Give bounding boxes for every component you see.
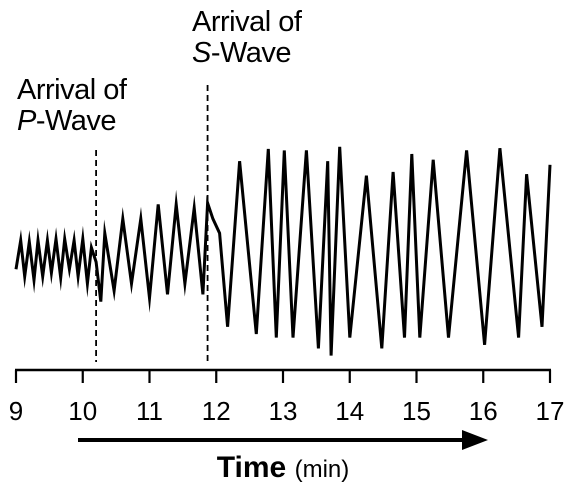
x-axis <box>14 368 552 383</box>
x-tick-label-9: 9 <box>9 396 23 426</box>
p-wave-annotation-line2: P-Wave <box>17 106 126 137</box>
x-tick-label-16: 16 <box>469 396 498 426</box>
s-wave-letter: S <box>192 37 211 69</box>
p-wave-annotation: Arrival of P-Wave <box>17 74 127 137</box>
marker-lines <box>95 85 209 362</box>
x-axis-unit: (min) <box>294 456 350 483</box>
s-wave-annotation-line2: S-Wave <box>192 38 301 69</box>
s-wave-annotation: Arrival of S-Wave <box>192 6 302 69</box>
x-axis-label: Time (min) <box>0 451 566 485</box>
x-tick-label-17: 17 <box>536 396 565 426</box>
seismogram-trace <box>14 146 552 356</box>
s-wave-annotation-line1: Arrival of <box>192 6 302 38</box>
time-arrow-head <box>462 430 488 450</box>
p-wave-suffix: -Wave <box>35 105 117 137</box>
p-wave-annotation-line1: Arrival of <box>17 74 127 106</box>
x-tick-label-12: 12 <box>202 396 231 426</box>
x-tick-labels: 9 10 11 12 13 14 15 16 17 <box>9 396 565 426</box>
seismogram-line <box>14 146 552 356</box>
x-tick-label-13: 13 <box>269 396 298 426</box>
x-axis-title: Time <box>216 451 287 484</box>
p-wave-letter: P <box>17 105 36 137</box>
x-tick-label-14: 14 <box>335 396 364 426</box>
time-arrow <box>78 430 488 450</box>
x-tick-label-11: 11 <box>136 396 163 426</box>
x-tick-label-15: 15 <box>402 396 431 426</box>
s-wave-suffix: -Wave <box>210 37 292 69</box>
x-tick-label-10: 10 <box>68 396 97 426</box>
